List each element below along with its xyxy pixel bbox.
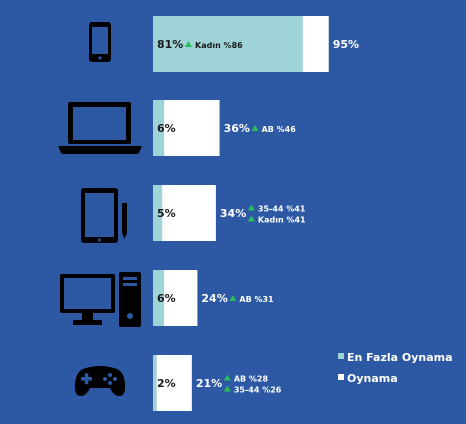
annotation-text-1-0: AB %46	[262, 125, 297, 134]
annotation-text-0-0: Kadın %86	[195, 41, 243, 50]
annotation-text-2-0: 35-44 %41	[258, 205, 306, 214]
bar-en-fazla-4	[153, 355, 157, 411]
tablet-icon	[81, 188, 127, 243]
annotation-text-2-1: Kadın %41	[258, 216, 306, 225]
label-oynama-2: 34%	[220, 207, 246, 220]
legend-label-en-fazla: En Fazla Oynama	[347, 351, 453, 364]
legend-swatch-oynama	[338, 374, 344, 380]
legend-label-oynama: Oynama	[347, 372, 398, 385]
gamepad-icon	[74, 366, 126, 396]
label-oynama-3: 24%	[201, 292, 227, 305]
bar-en-fazla-0	[153, 16, 303, 72]
bar-oynama-2	[153, 185, 216, 241]
annotation-triangle-2-0	[247, 204, 255, 211]
bar-en-fazla-3	[153, 270, 165, 326]
bars-layer: 81% 95% Kadın %86 6% 36% AB %46 5% 34% 35-44 %41…	[153, 16, 359, 411]
label-en-fazla-3: 6%	[157, 292, 176, 305]
bar-en-fazla-2	[153, 185, 163, 241]
legend: En Fazla Oynama Oynama	[338, 351, 453, 385]
label-oynama-1: 36%	[224, 122, 250, 135]
annotation-triangle-4-0	[223, 374, 231, 381]
annotation-triangle-1-0	[251, 125, 259, 131]
annotation-text-4-1: 35-44 %26	[234, 386, 282, 395]
annotation-triangle-4-1	[223, 385, 231, 392]
laptop-icon	[58, 102, 142, 154]
label-en-fazla-0: 81%	[157, 38, 183, 51]
label-oynama-0: 95%	[333, 38, 359, 51]
bar-oynama-4	[153, 355, 192, 411]
annotation-text-3-0: AB %31	[239, 295, 274, 304]
desktop-computer-icon	[60, 272, 141, 327]
label-oynama-4: 21%	[196, 377, 222, 390]
annotation-triangle-2-1	[247, 215, 255, 222]
label-en-fazla-1: 6%	[157, 122, 176, 135]
label-en-fazla-2: 5%	[157, 207, 176, 220]
legend-swatch-en-fazla	[338, 353, 344, 359]
annotation-triangle-0-0	[185, 41, 192, 47]
bar-en-fazla-1	[153, 100, 165, 156]
annotation-triangle-3-0	[229, 295, 237, 301]
label-en-fazla-4: 2%	[157, 377, 176, 390]
smartphone-icon	[89, 22, 111, 62]
annotation-text-4-0: AB %28	[234, 375, 269, 384]
